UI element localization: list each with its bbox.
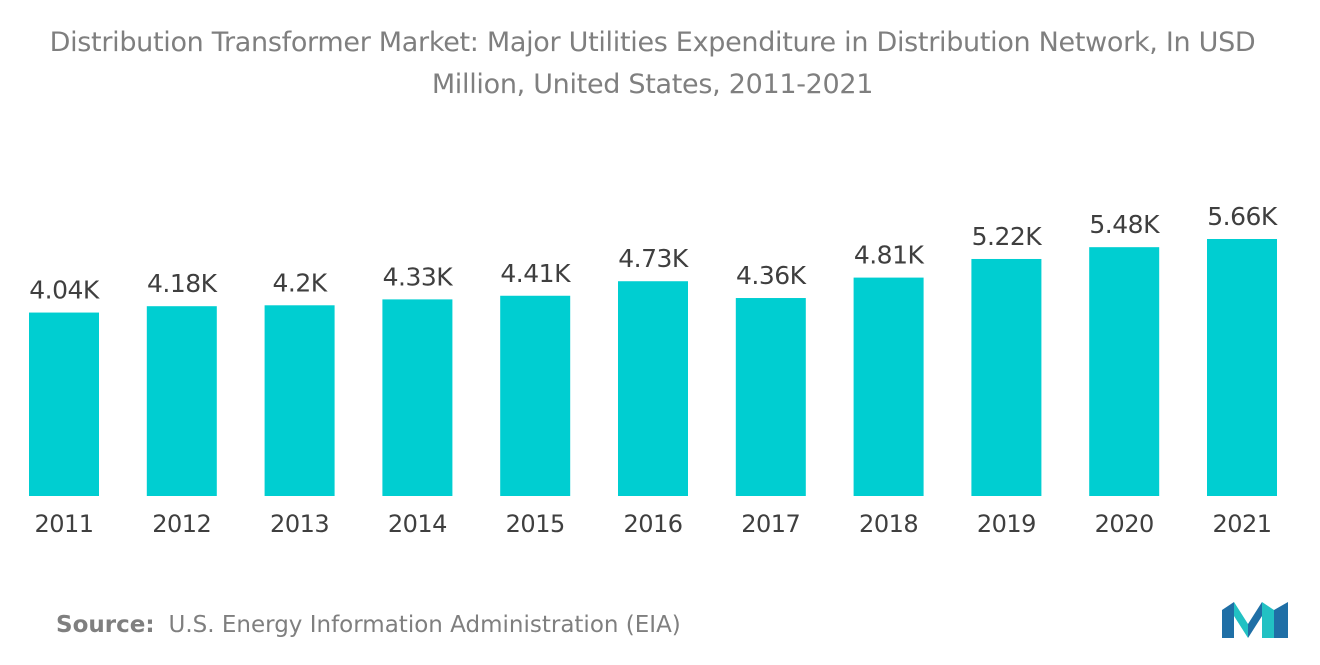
x-tick-2013: 2013: [270, 510, 329, 538]
bar-2014: [382, 299, 453, 496]
x-tick-2015: 2015: [506, 510, 565, 538]
data-label-2019: 5.22K: [972, 222, 1043, 251]
data-label-2012: 4.18K: [147, 269, 218, 298]
x-tick-2011: 2011: [34, 510, 93, 538]
data-label-2013: 4.2K: [273, 268, 328, 297]
x-tick-2012: 2012: [152, 510, 211, 538]
bar-2015: [500, 295, 571, 496]
data-label-2017: 4.36K: [736, 261, 807, 290]
mordor-intelligence-logo-icon: [1222, 602, 1288, 638]
bar-2012: [146, 306, 217, 496]
bar-2017: [735, 298, 806, 496]
bars-group: [29, 239, 1277, 496]
data-labels-group: 4.04K 4.18K 4.2K 4.33K 4.41K 4.73K 4.36K 4.81K 5…: [29, 202, 1278, 305]
bar-2013: [264, 305, 335, 496]
data-label-2018: 4.81K: [854, 241, 925, 270]
bar-chart: 4.04K 4.18K 4.2K 4.33K 4.41K 4.73K 4.36K 4.81K 5…: [29, 202, 1278, 538]
bar-2021: [1207, 239, 1277, 496]
source-note: Source: U.S. Energy Information Administr…: [56, 612, 681, 638]
bar-2019: [971, 258, 1042, 496]
data-label-2015: 4.41K: [500, 259, 571, 288]
data-label-2021: 5.66K: [1207, 202, 1278, 231]
bar-2011: [29, 312, 99, 496]
x-axis-ticks-group: 2011 2012 2013 2014 2015 2016 2017 2018 2019 2020…: [34, 510, 1272, 538]
x-tick-2016: 2016: [623, 510, 682, 538]
x-tick-2018: 2018: [859, 510, 918, 538]
data-label-2011: 4.04K: [29, 276, 100, 305]
data-label-2020: 5.48K: [1089, 210, 1160, 239]
source-label: Source:: [56, 612, 155, 638]
data-label-2014: 4.33K: [383, 262, 454, 291]
chart-title: Distribution Transformer Market: Major U…: [49, 27, 1256, 100]
source-text: U.S. Energy Information Administration (…: [168, 612, 681, 638]
x-tick-2021: 2021: [1212, 510, 1271, 538]
bar-2020: [1089, 247, 1160, 496]
x-tick-2020: 2020: [1095, 510, 1154, 538]
x-tick-2014: 2014: [388, 510, 447, 538]
bar-2016: [618, 281, 688, 496]
data-label-2016: 4.73K: [618, 244, 689, 273]
x-tick-2019: 2019: [977, 510, 1036, 538]
x-tick-2017: 2017: [741, 510, 800, 538]
bar-2018: [853, 277, 924, 496]
